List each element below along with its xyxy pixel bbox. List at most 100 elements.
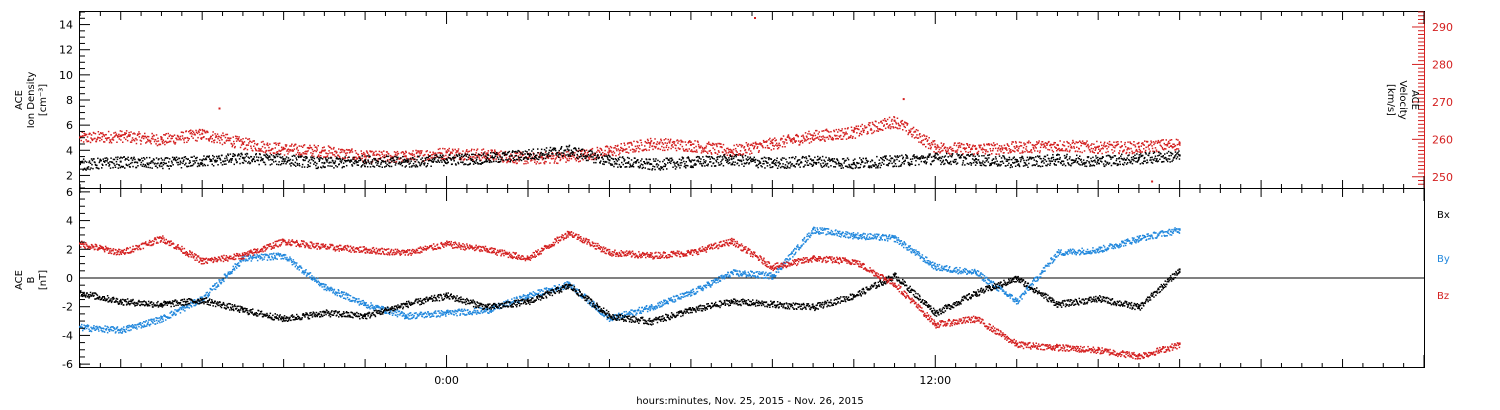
bz-series-point xyxy=(689,251,692,254)
density-tick-label: 4 xyxy=(66,144,73,157)
bx-series-point xyxy=(1178,268,1181,271)
density-tick-label: 6 xyxy=(66,119,73,132)
bx-series-point xyxy=(364,314,367,317)
density-series-point xyxy=(893,159,896,162)
by-series-point xyxy=(975,271,977,274)
density-series-point xyxy=(852,161,855,164)
velocity-series-point xyxy=(1015,145,1018,148)
density-ylabel-name: Ion Density xyxy=(26,72,37,129)
density-series-point xyxy=(201,159,204,162)
velocity-series-point xyxy=(201,132,204,135)
velocity-series-point xyxy=(1137,145,1140,148)
velocity-series-point xyxy=(771,142,774,145)
axis-labels: 2 4 6 8 10 12 14 250 260 270 280 290 -6 -4 -2 0 2 4 6 0:00 1… xyxy=(59,19,1453,387)
density-ylabel-ace: ACE xyxy=(14,90,25,110)
b-tick-label: -2 xyxy=(62,301,73,314)
by-series-point xyxy=(608,317,611,320)
velocity-ylabel-name: Velocity xyxy=(1397,80,1408,119)
velocity-ylabel-ace: ACE xyxy=(1409,90,1420,110)
b-tick-label: -4 xyxy=(62,329,73,342)
magnetic-field-points xyxy=(79,226,1424,360)
b-tick-label: 4 xyxy=(66,215,73,228)
density-series-point xyxy=(364,159,367,162)
velocity-series-point xyxy=(812,134,815,137)
velocity-series-point xyxy=(364,155,367,158)
legend-bx: Bx xyxy=(1437,210,1450,221)
bz-series-point xyxy=(608,251,611,254)
density-ylabel-unit: [cm⁻³] xyxy=(38,84,49,116)
outlier-point xyxy=(902,98,905,101)
outlier-point xyxy=(218,107,221,110)
b-ylabel-unit: [nT] xyxy=(38,270,49,290)
density-series-point xyxy=(730,158,733,161)
bx-series-point xyxy=(1137,305,1140,308)
density-series-point xyxy=(567,149,570,152)
velocity-tick-label: 280 xyxy=(1432,58,1453,71)
legend-bz: Bz xyxy=(1437,291,1449,302)
density-velocity-points xyxy=(79,17,1181,183)
by-series-point xyxy=(567,282,570,285)
by-series-point xyxy=(1137,236,1140,239)
velocity-tick-label: 260 xyxy=(1432,133,1453,146)
by-series-point xyxy=(812,228,815,231)
density-series-point xyxy=(812,159,815,162)
bx-series-point xyxy=(241,308,244,311)
density-series-point xyxy=(445,158,448,161)
velocity-tick-label: 250 xyxy=(1432,171,1453,184)
velocity-series-point xyxy=(649,142,652,145)
density-series-point xyxy=(1137,156,1140,159)
density-series-point xyxy=(79,163,81,166)
velocity-series-point xyxy=(1178,142,1181,145)
velocity-tick-label: 270 xyxy=(1432,96,1453,109)
x-tick-label: 12:00 xyxy=(919,374,951,387)
bx-series-point xyxy=(282,317,285,320)
bz-series-point xyxy=(79,242,81,245)
b-ylabel-ace: ACE xyxy=(14,270,25,290)
velocity-series-point xyxy=(689,143,692,146)
b-tick-label: 2 xyxy=(66,243,73,256)
bx-series xyxy=(79,268,1181,326)
by-series-point xyxy=(1178,228,1181,231)
density-tick-label: 12 xyxy=(59,44,73,57)
density-series-point xyxy=(119,160,122,163)
bx-series-point xyxy=(119,300,122,302)
legend-by: By xyxy=(1437,254,1450,265)
velocity-series-point xyxy=(934,145,937,148)
velocity-series-point xyxy=(160,138,163,141)
bz-series-point xyxy=(160,236,163,239)
density-tick-label: 2 xyxy=(66,169,73,182)
density-series-point xyxy=(1056,158,1059,161)
b-ylabel-name: B xyxy=(26,276,37,283)
by-series-point xyxy=(771,274,774,277)
bz-series-point xyxy=(1056,345,1059,348)
by-series-point xyxy=(445,311,448,314)
outlier-point xyxy=(1151,180,1154,183)
velocity-series-point xyxy=(852,130,855,133)
density-series-point xyxy=(404,160,407,163)
bx-series-point xyxy=(160,302,163,305)
density-tick-label: 14 xyxy=(59,19,73,32)
b-tick-label: 0 xyxy=(66,272,73,285)
by-series-point xyxy=(404,314,407,317)
bx-series-point xyxy=(852,294,855,297)
bz-series-point xyxy=(934,322,937,325)
density-tick-label: 10 xyxy=(59,69,73,82)
axes-ticks xyxy=(79,11,1425,367)
outlier-point xyxy=(754,17,756,19)
density-tick-label: 8 xyxy=(66,94,73,107)
x-tick-label: 0:00 xyxy=(434,374,459,387)
density-series-point xyxy=(608,159,611,162)
density-series xyxy=(79,144,1181,171)
velocity-tick-label: 290 xyxy=(1432,21,1453,34)
b-tick-label: -6 xyxy=(62,358,73,371)
density-series-point xyxy=(975,158,977,161)
bx-series-point xyxy=(527,300,529,302)
bz-series-point xyxy=(527,256,529,259)
by-series-point xyxy=(852,233,855,236)
velocity-ylabel-unit: [km/s] xyxy=(1385,84,1396,116)
density-series-point xyxy=(486,156,489,159)
bz-series-point xyxy=(730,239,733,242)
bz-series xyxy=(79,230,1181,360)
by-series-point xyxy=(527,294,529,297)
